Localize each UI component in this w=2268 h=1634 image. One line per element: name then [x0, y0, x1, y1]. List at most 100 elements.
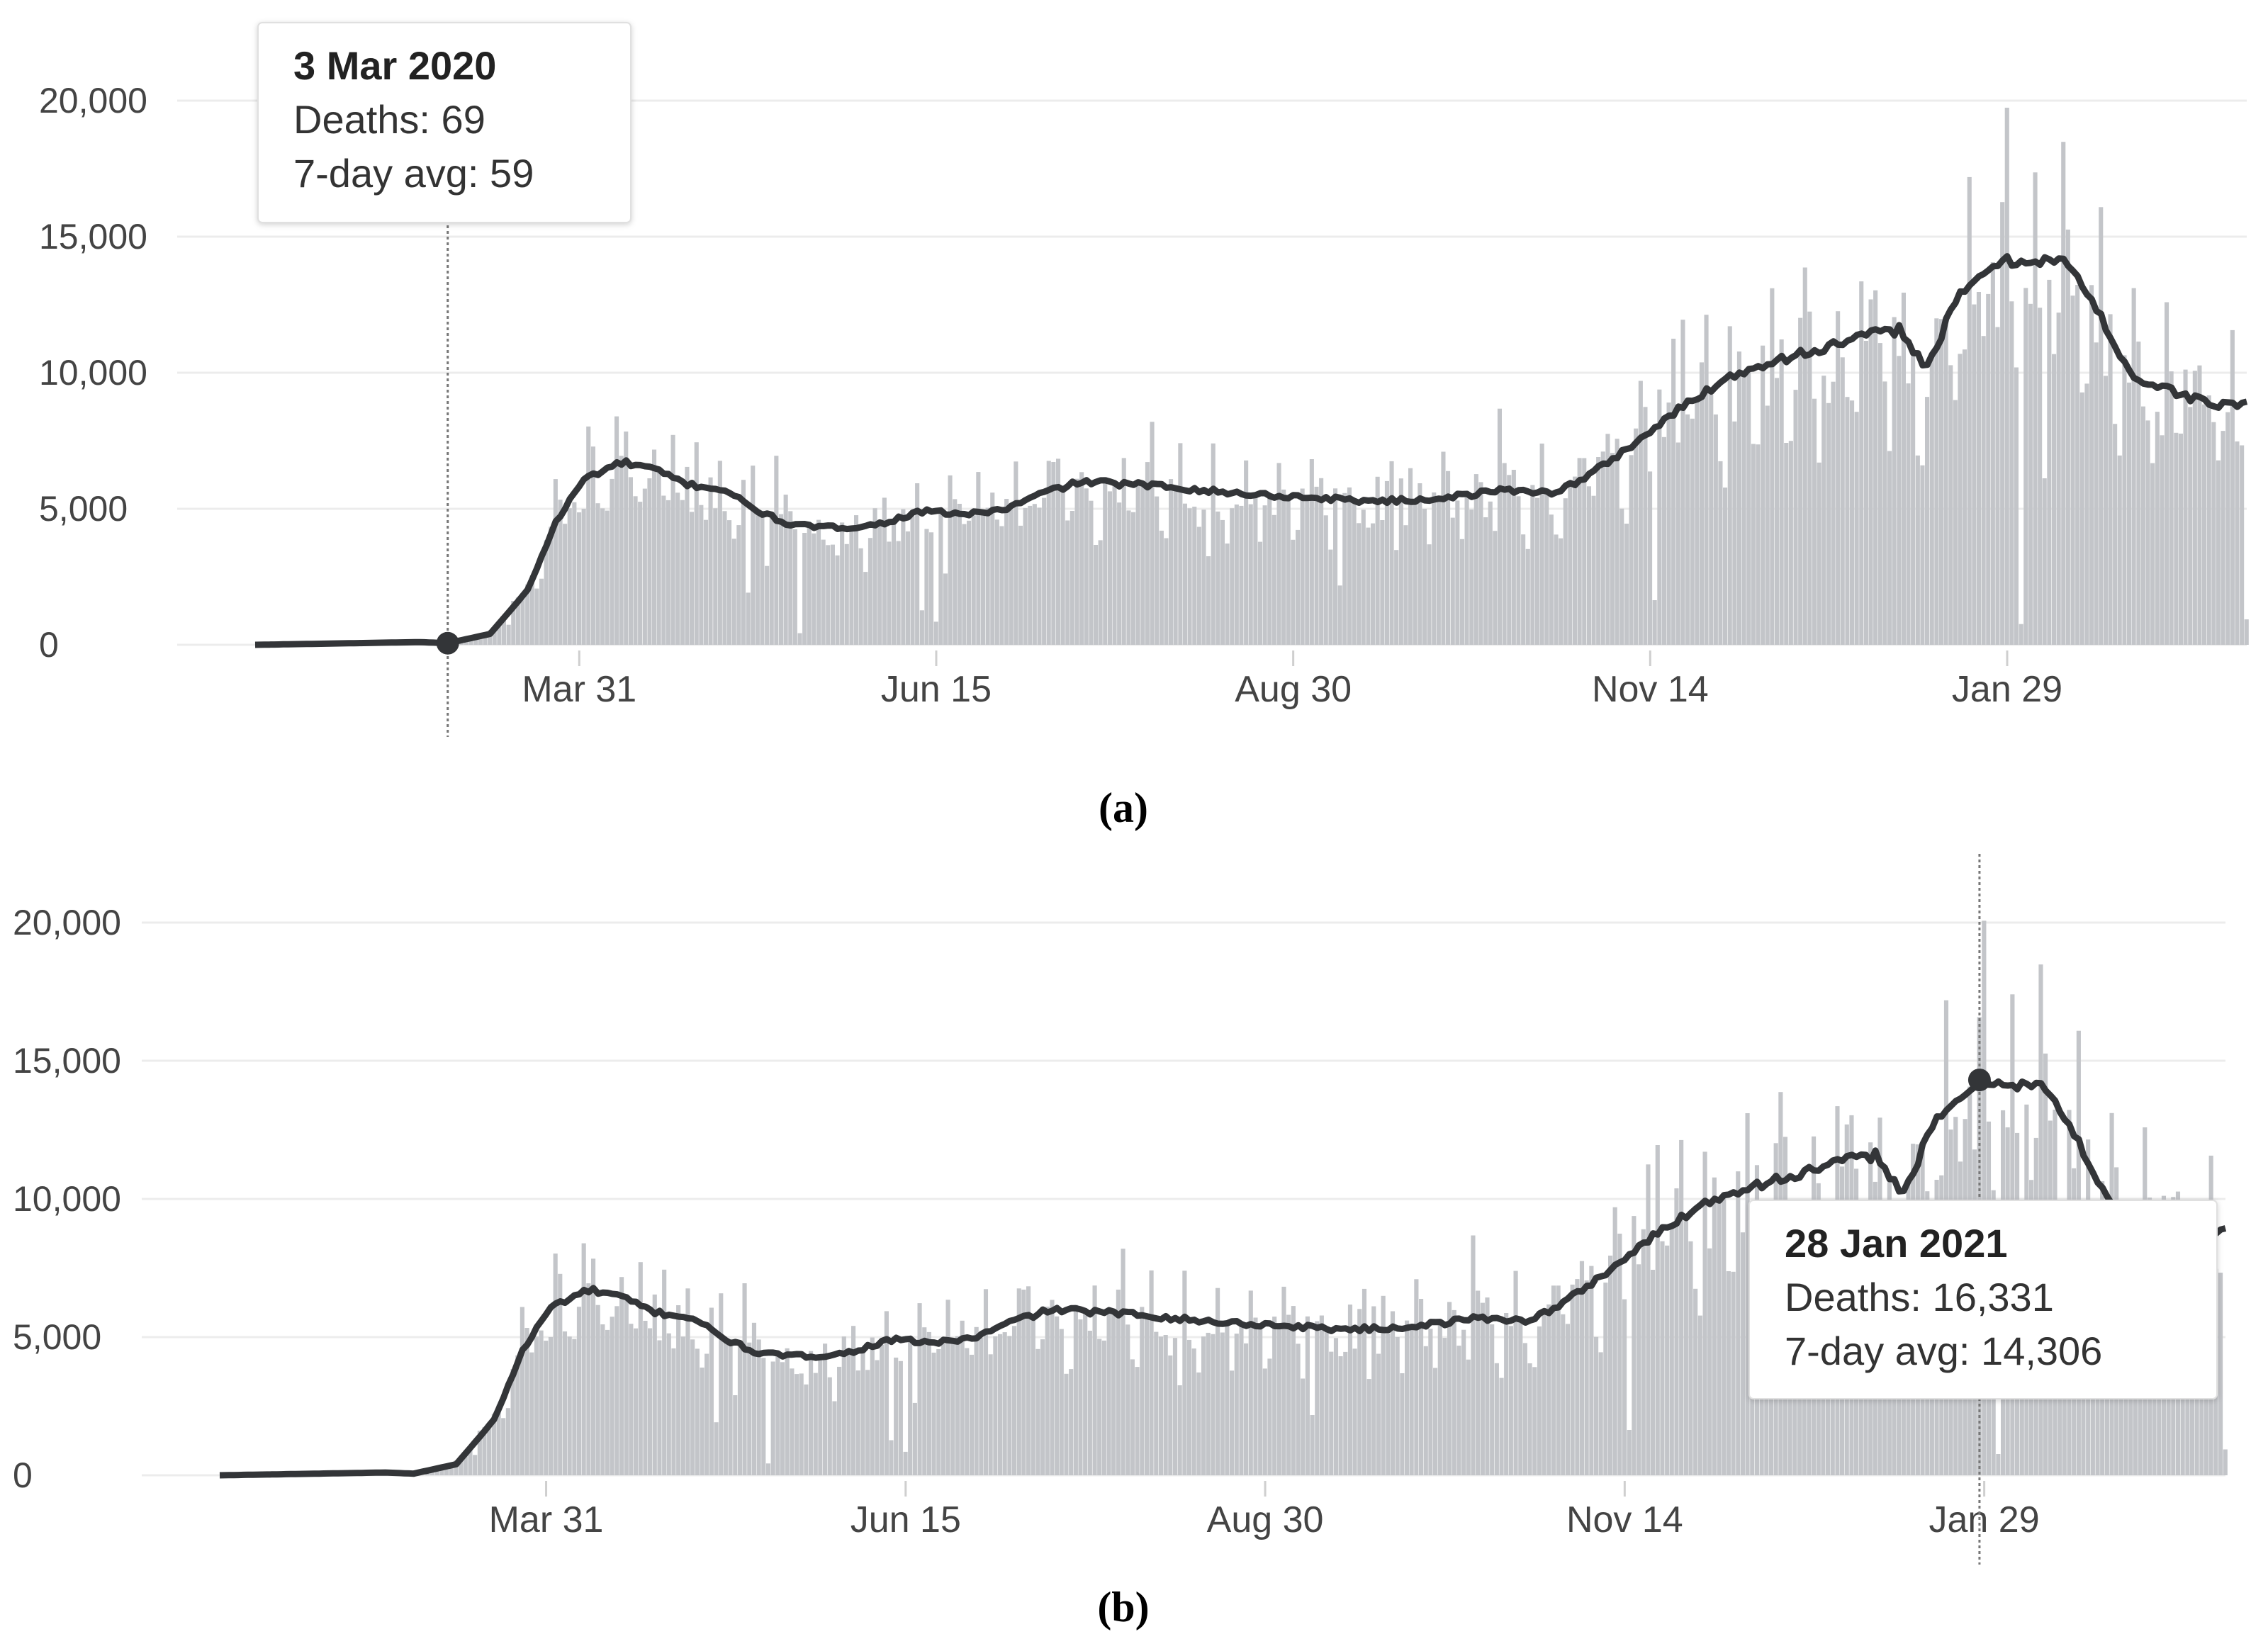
deaths-bar [1023, 507, 1028, 645]
x-tick-label: Mar 31 [489, 1499, 604, 1540]
deaths-bar [643, 1321, 648, 1475]
deaths-bar [1159, 530, 1164, 645]
deaths-bar [1163, 1335, 1168, 1475]
deaths-bar [1352, 1348, 1357, 1475]
deaths-bar [524, 1328, 529, 1475]
deaths-bar [1784, 443, 1789, 645]
deaths-bar [1419, 1299, 1424, 1475]
deaths-bar [1398, 478, 1403, 645]
deaths-bar [1433, 1368, 1438, 1475]
deaths-bar [1868, 299, 1873, 645]
deaths-bar [1646, 1164, 1651, 1475]
deaths-bar [1877, 343, 1882, 645]
deaths-bar [600, 508, 605, 645]
deaths-bar [1366, 527, 1371, 645]
deaths-bar [875, 1360, 880, 1475]
deaths-bar [1745, 1113, 1750, 1475]
deaths-bar [1660, 1241, 1665, 1475]
deaths-bar [468, 638, 473, 645]
deaths-bar [459, 1457, 464, 1475]
deaths-bar [1253, 495, 1258, 645]
deaths-bar [709, 1307, 714, 1475]
deaths-bar [1291, 1306, 1296, 1475]
deaths-bar [473, 639, 478, 645]
deaths-bar [1718, 461, 1723, 645]
tooltip-deaths: Deaths: 69 [293, 97, 485, 142]
deaths-bar [1586, 486, 1591, 645]
deaths-bar [1239, 1324, 1244, 1475]
deaths-bar [2038, 308, 2043, 645]
deaths-bar [662, 1269, 667, 1475]
deaths-bar [1390, 1311, 1396, 1475]
deaths-bar [491, 1414, 496, 1475]
deaths-bar [2218, 1273, 2223, 1475]
deaths-bar [488, 630, 493, 645]
deaths-bar [1009, 509, 1014, 645]
deaths-bar [1286, 1314, 1291, 1475]
deaths-bar [719, 1293, 724, 1475]
deaths-bars [459, 108, 2249, 646]
deaths-bar [926, 1331, 931, 1475]
deaths-bar [2023, 288, 2028, 645]
deaths-bar [1483, 517, 1488, 645]
deaths-bar [647, 478, 652, 645]
deaths-bar [1579, 1261, 1585, 1475]
deaths-bar [1206, 1332, 1211, 1475]
deaths-bar [1575, 1279, 1580, 1475]
deaths-bar [1836, 311, 1841, 645]
deaths-bar [1441, 451, 1446, 645]
deaths-bar [1089, 500, 1094, 645]
deaths-bar [1021, 1290, 1026, 1475]
x-tick-label: Jan 29 [1952, 669, 2062, 710]
deaths-bar [775, 1355, 780, 1475]
deaths-bar [1690, 418, 1695, 645]
deaths-bar [1502, 463, 1507, 645]
deaths-bar [1596, 457, 1601, 645]
deaths-bar [539, 578, 544, 645]
deaths-bar [1637, 1264, 1641, 1475]
deaths-bar [1107, 491, 1112, 645]
deaths-bar [1732, 421, 1737, 645]
deaths-bar [529, 575, 534, 645]
deaths-bar [2211, 422, 2216, 645]
deaths-bar [1140, 483, 1145, 645]
deaths-bar [1342, 492, 1347, 645]
deaths-bar [872, 508, 877, 645]
y-tick-label: 5,000 [13, 1317, 101, 1357]
deaths-bar [1508, 1326, 1513, 1475]
deaths-bar [1882, 381, 1887, 645]
deaths-bar [1972, 304, 1977, 645]
deaths-bar [1192, 507, 1197, 645]
deaths-bar [1464, 493, 1469, 645]
deaths-bar [1065, 520, 1070, 645]
deaths-bar [638, 502, 643, 645]
deaths-bar [1736, 351, 1741, 645]
deaths-bar [2070, 295, 2075, 645]
deaths-bar [1741, 374, 1746, 645]
deaths-bar [1648, 471, 1653, 645]
deaths-bar [1414, 1279, 1419, 1475]
deaths-bar [816, 519, 821, 645]
deaths-bar [2042, 478, 2047, 645]
deaths-bar [670, 434, 675, 645]
deaths-bar [1055, 1316, 1060, 1475]
deaths-bar [1674, 1188, 1679, 1475]
deaths-bar [534, 1336, 539, 1475]
hover-tooltip: 28 Jan 2021 Deaths: 16,331 7-day avg: 14… [1748, 1200, 2218, 1399]
deaths-bar [1154, 1331, 1159, 1475]
deaths-bar [1375, 476, 1380, 645]
deaths-bar [680, 500, 685, 645]
deaths-bar [1859, 281, 1864, 646]
deaths-bar [1551, 1285, 1556, 1475]
deaths-bar [1549, 514, 1554, 645]
deaths-bar [2140, 406, 2145, 645]
deaths-bar [487, 1422, 492, 1475]
deaths-bar [1405, 1320, 1410, 1475]
deaths-bar [1925, 397, 1930, 645]
deaths-bar [699, 505, 704, 645]
deaths-bar [1731, 1271, 1736, 1475]
deaths-bar [1779, 339, 1784, 645]
deaths-bar [1408, 468, 1413, 645]
deaths-bar [841, 1336, 846, 1475]
deaths-bar [1542, 1314, 1546, 1475]
